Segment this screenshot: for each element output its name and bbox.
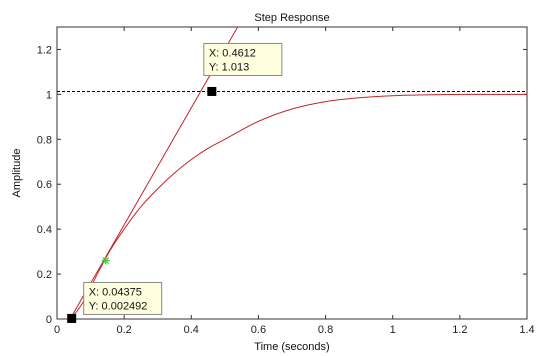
- y-tick-label: 1.2: [37, 44, 52, 56]
- x-tick-label: 0.2: [116, 324, 131, 336]
- y-tick-label: 1: [46, 89, 52, 101]
- y-tick-label: 0.8: [37, 134, 52, 146]
- green-star-marker: [101, 256, 110, 265]
- chart-title: Step Response: [254, 12, 329, 24]
- x-tick-label: 1.4: [519, 324, 534, 336]
- y-axis-label: Amplitude: [11, 149, 23, 198]
- plot-area: [56, 26, 528, 320]
- datatip-x-text: X: 0.4612: [209, 47, 256, 59]
- x-tick-label: 1.2: [452, 324, 467, 336]
- x-tick-label: 0.6: [251, 324, 266, 336]
- datatip-x-text: X: 0.04375: [89, 286, 142, 298]
- datatip-box: [203, 42, 283, 76]
- y-tick-label: 0: [46, 314, 52, 326]
- datatip-y-text: Y: 1.013: [209, 61, 249, 73]
- x-tick-label: 1: [390, 324, 396, 336]
- marker-layer: [101, 256, 110, 265]
- y-tick-label: 0.4: [37, 224, 52, 236]
- x-tick-label: 0.4: [184, 324, 199, 336]
- step-response: [57, 93, 527, 319]
- datatip-layer: X: 0.04375 Y: 0.002492 X: 0.4612 Y: 1.013: [67, 42, 283, 323]
- x-axis-ticks: 0 0.2 0.4 0.6 0.8 1 1.2 1.4: [54, 27, 535, 336]
- datatip-point[interactable]: [207, 86, 217, 96]
- x-tick-label: 0.8: [318, 324, 333, 336]
- datatip-y-text: Y: 0.002492: [89, 300, 148, 312]
- datatip-point[interactable]: [67, 313, 77, 323]
- datatip[interactable]: X: 0.04375 Y: 0.002492: [67, 281, 163, 323]
- x-tick-label: 0: [54, 324, 60, 336]
- y-tick-label: 0.2: [37, 269, 52, 281]
- x-axis-label: Time (seconds): [254, 341, 329, 353]
- datatip[interactable]: X: 0.4612 Y: 1.013: [203, 42, 283, 96]
- datatip-box: [83, 281, 163, 315]
- y-tick-label: 0.6: [37, 179, 52, 191]
- y-axis-ticks: 0 0.2 0.4 0.6 0.8 1 1.2: [37, 44, 527, 326]
